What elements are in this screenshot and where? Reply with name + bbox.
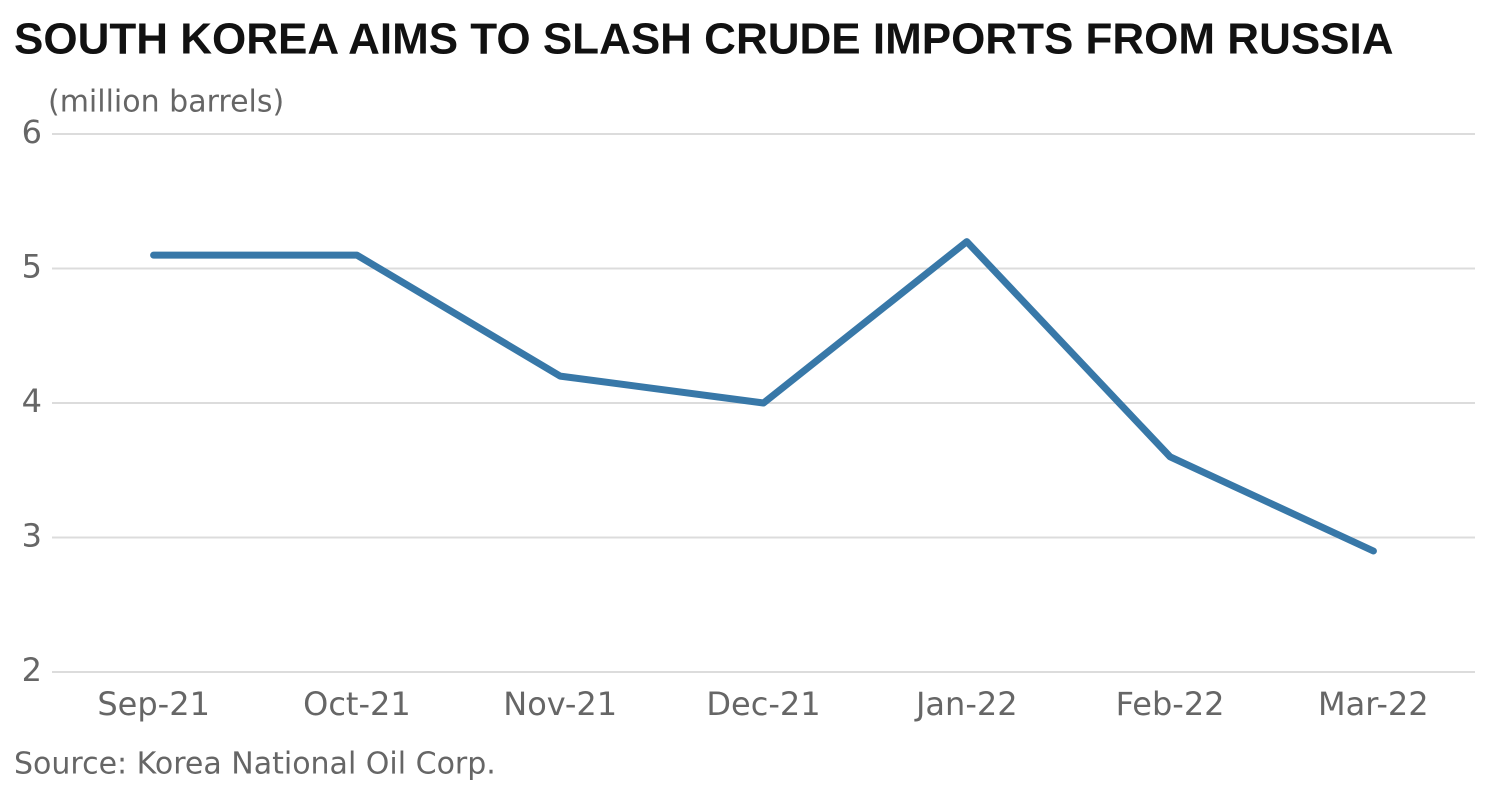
x-tick-label: Jan-22 bbox=[914, 685, 1018, 723]
x-tick-label: Dec-21 bbox=[706, 685, 820, 723]
y-tick-label: 5 bbox=[22, 248, 42, 286]
x-tick-label: Sep-21 bbox=[97, 685, 210, 723]
chart-subtitle: (million barrels) bbox=[48, 85, 284, 120]
y-tick-label: 3 bbox=[22, 517, 42, 555]
chart-title: SOUTH KOREA AIMS TO SLASH CRUDE IMPORTS … bbox=[14, 15, 1394, 64]
x-tick-label: Mar-22 bbox=[1318, 685, 1429, 723]
x-tick-label: Oct-21 bbox=[303, 685, 411, 723]
data-line bbox=[150, 238, 1377, 555]
y-tick-label: 4 bbox=[22, 382, 42, 420]
source-note: Source: Korea National Oil Corp. bbox=[14, 747, 496, 782]
y-tick-label: 6 bbox=[22, 113, 42, 151]
x-tick-label: Feb-22 bbox=[1116, 685, 1225, 723]
y-tick-label: 2 bbox=[22, 651, 42, 689]
x-tick-label: Nov-21 bbox=[503, 685, 617, 723]
